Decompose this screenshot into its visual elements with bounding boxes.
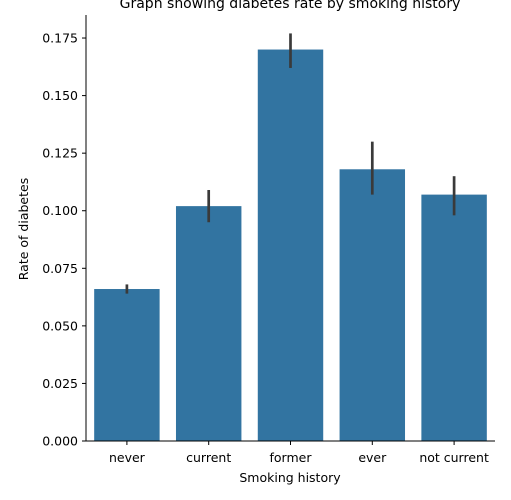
error-bars-group [125, 33, 456, 294]
x-axis-label: Smoking history [239, 470, 341, 485]
y-tick-label: 0.150 [42, 88, 78, 103]
bar-current [175, 206, 242, 441]
y-tick-label: 0.050 [42, 318, 78, 333]
x-tick-label: ever [358, 450, 387, 465]
y-tick-label: 0.175 [42, 31, 78, 46]
x-tick-label: not current [419, 450, 489, 465]
bar-never [94, 289, 160, 441]
x-tick-label: former [270, 450, 313, 465]
bar-not-current [421, 194, 487, 441]
bar-ever [339, 169, 406, 442]
y-tick-label: 0.000 [42, 434, 78, 449]
y-tick-label: 0.125 [42, 146, 78, 161]
bars-group [94, 49, 487, 442]
y-tick-label: 0.075 [42, 261, 78, 276]
x-tick-label: never [109, 450, 146, 465]
y-axis-label: Rate of diabetes [16, 178, 31, 280]
y-tick-label: 0.100 [42, 203, 78, 218]
chart-title: Graph showing diabetes rate by smoking h… [120, 0, 461, 12]
bar-former [257, 49, 324, 442]
y-tick-label: 0.025 [42, 376, 78, 391]
x-tick-label: current [186, 450, 231, 465]
y-axis-ticks: 0.000 0.025 0.050 0.075 0.100 0.125 0.150 0.175 [42, 31, 86, 449]
x-axis-ticks: never current former ever not current [109, 441, 489, 465]
